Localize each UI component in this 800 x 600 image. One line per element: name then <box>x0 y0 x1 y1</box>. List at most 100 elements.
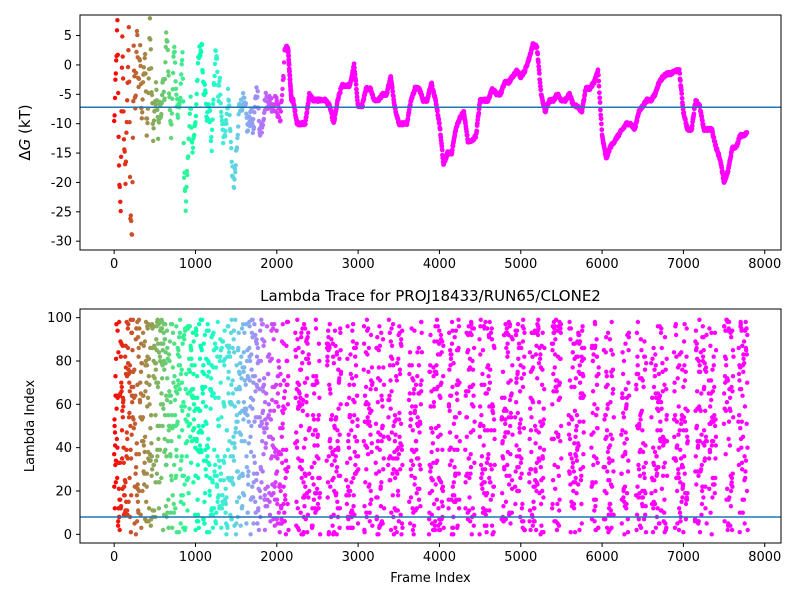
lambda-point <box>589 445 594 450</box>
lambda-point <box>413 382 419 387</box>
lambda-point <box>658 428 663 433</box>
lambda-point <box>230 391 236 396</box>
lambda-point <box>264 324 270 329</box>
lambda-point <box>551 436 556 442</box>
lambda-point <box>449 393 454 398</box>
lambda-point <box>132 367 137 372</box>
lambda-point <box>651 506 656 511</box>
lambda-point <box>276 365 282 370</box>
lambda-point <box>469 332 474 338</box>
lambda-point <box>234 499 240 504</box>
lambda-point <box>185 508 190 513</box>
lambda-point <box>477 404 483 409</box>
delta-g-point <box>121 137 127 142</box>
lambda-point <box>469 532 474 537</box>
lambda-point <box>229 517 234 522</box>
delta-g-point <box>131 99 136 104</box>
lambda-point <box>456 324 462 329</box>
lambda-point <box>197 443 203 448</box>
lambda-point <box>296 382 302 387</box>
lambda-point <box>272 484 277 489</box>
lambda-point <box>699 462 704 468</box>
lambda-point <box>157 423 162 429</box>
lambda-point <box>168 510 173 515</box>
lambda-point <box>467 475 472 481</box>
lambda-point <box>172 462 177 468</box>
lambda-point <box>375 439 381 444</box>
delta-g-point <box>169 122 174 127</box>
lambda-point <box>189 348 194 353</box>
top-x-tick-label: 0 <box>110 257 118 272</box>
lambda-point <box>112 506 118 511</box>
lambda-point <box>163 447 168 452</box>
lambda-point <box>680 495 685 500</box>
delta-g-point <box>175 115 181 120</box>
lambda-point <box>736 419 741 424</box>
delta-g-point <box>711 135 717 141</box>
lambda-point <box>301 322 307 327</box>
lambda-point <box>140 488 145 494</box>
lambda-point <box>253 332 258 338</box>
lambda-point <box>298 423 304 429</box>
lambda-point <box>126 322 131 327</box>
delta-g-point <box>142 51 148 57</box>
lambda-point <box>697 363 702 368</box>
lambda-point <box>212 341 218 346</box>
lambda-point <box>558 423 564 429</box>
lambda-point <box>592 402 597 407</box>
lambda-point <box>298 367 304 372</box>
lambda-point <box>703 408 708 413</box>
lambda-point <box>141 343 146 348</box>
lambda-point <box>259 421 264 426</box>
lambda-point <box>353 363 359 368</box>
lambda-point <box>430 478 435 483</box>
lambda-point <box>471 326 477 331</box>
lambda-point <box>334 469 339 474</box>
delta-g-point <box>170 96 175 102</box>
delta-g-point <box>215 69 220 75</box>
lambda-point <box>117 527 122 533</box>
lambda-point <box>237 371 242 377</box>
lambda-point <box>184 454 189 459</box>
lambda-point <box>486 363 491 368</box>
lambda-point <box>581 356 587 361</box>
lambda-point <box>179 458 184 463</box>
lambda-point <box>337 506 343 511</box>
delta-g-point <box>251 116 256 122</box>
top-x-tick-label: 5000 <box>504 257 537 272</box>
lambda-point <box>381 365 386 370</box>
lambda-point <box>488 330 494 335</box>
lambda-point <box>380 337 386 342</box>
lambda-point <box>579 501 584 507</box>
lambda-point <box>710 367 715 372</box>
delta-g-point <box>261 116 266 122</box>
lambda-point <box>638 417 643 422</box>
lambda-point <box>652 449 658 455</box>
lambda-point <box>394 530 399 535</box>
lambda-point <box>453 328 459 333</box>
lambda-point <box>673 322 678 327</box>
lambda-point <box>514 400 519 405</box>
lambda-point <box>113 480 119 485</box>
lambda-point <box>388 378 393 383</box>
lambda-point <box>327 387 333 392</box>
lambda-point <box>231 482 236 487</box>
top-y-tick-label: -15 <box>51 147 72 162</box>
bottom-lambda-points <box>112 317 750 537</box>
lambda-point <box>310 523 315 528</box>
lambda-point <box>218 471 224 476</box>
lambda-point <box>239 326 245 331</box>
lambda-point <box>712 330 718 335</box>
lambda-point <box>345 460 350 465</box>
lambda-point <box>368 387 373 392</box>
delta-g-point <box>679 87 684 93</box>
lambda-point <box>621 415 627 420</box>
delta-g-point <box>437 126 443 132</box>
lambda-point <box>572 384 577 390</box>
delta-g-point <box>279 93 285 98</box>
lambda-point <box>418 382 423 387</box>
lambda-point <box>622 441 627 446</box>
lambda-point <box>426 532 432 537</box>
bot-x-tick-label: 1000 <box>179 550 212 565</box>
lambda-point <box>298 510 303 515</box>
